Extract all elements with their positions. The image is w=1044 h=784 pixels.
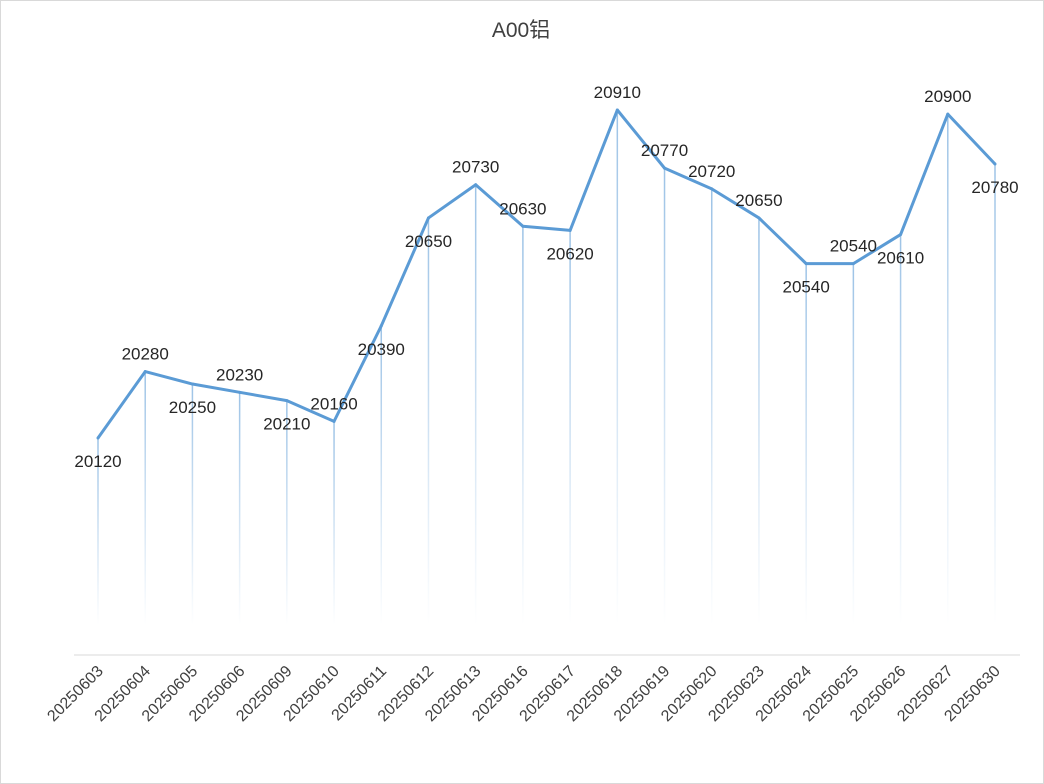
data-label: 20910 xyxy=(594,83,641,102)
drop-line xyxy=(616,110,619,625)
data-point xyxy=(332,419,336,423)
data-point xyxy=(426,216,430,220)
drop-line xyxy=(947,114,949,626)
data-point xyxy=(190,382,194,386)
data-point xyxy=(851,262,855,266)
drop-line xyxy=(191,384,194,625)
drop-line xyxy=(663,168,666,625)
drop-line xyxy=(286,400,288,625)
data-label: 20280 xyxy=(122,345,169,364)
data-label: 20650 xyxy=(735,191,782,210)
chart-title: A00铝 xyxy=(492,19,550,42)
data-label: 20630 xyxy=(499,199,546,218)
data-label: 20250 xyxy=(169,398,216,417)
data-point xyxy=(757,216,761,220)
data-point xyxy=(285,399,289,403)
data-label: 20780 xyxy=(971,178,1018,197)
drop-line xyxy=(380,325,383,625)
drop-line xyxy=(994,163,996,625)
data-label: 20230 xyxy=(216,365,263,384)
drop-line xyxy=(710,188,713,625)
drop-line xyxy=(758,217,760,625)
data-point xyxy=(521,224,525,228)
data-point xyxy=(474,183,478,187)
data-label: 20720 xyxy=(688,162,735,181)
data-point xyxy=(379,324,383,328)
drop-line xyxy=(333,421,335,625)
data-point xyxy=(238,390,242,394)
data-label: 20900 xyxy=(924,87,971,106)
data-point xyxy=(143,370,147,374)
series-line xyxy=(96,108,997,439)
data-point xyxy=(568,228,572,232)
data-label: 20650 xyxy=(405,232,452,251)
data-point xyxy=(710,187,714,191)
data-label: 20390 xyxy=(358,340,405,359)
data-label: 20120 xyxy=(74,452,121,471)
drop-line xyxy=(144,371,146,625)
drop-line xyxy=(899,234,902,625)
data-point xyxy=(663,166,667,170)
data-label: 20540 xyxy=(830,237,877,256)
drop-line xyxy=(238,392,241,625)
data-point xyxy=(804,262,808,266)
drop-line xyxy=(569,230,571,625)
data-point xyxy=(96,436,100,440)
data-label: 20210 xyxy=(263,415,310,434)
drop-line xyxy=(522,226,524,625)
data-label: 20770 xyxy=(641,141,688,160)
data-point xyxy=(615,108,619,112)
data-label: 20610 xyxy=(877,249,924,268)
drop-line xyxy=(97,438,99,625)
drop-line xyxy=(852,263,855,625)
data-label: 20620 xyxy=(546,244,593,263)
data-point xyxy=(946,112,950,116)
data-label: 20160 xyxy=(310,394,357,413)
data-point xyxy=(899,233,903,237)
drop-line xyxy=(474,184,477,626)
drop-line xyxy=(805,263,807,625)
data-point xyxy=(993,162,997,166)
data-label: 20730 xyxy=(452,158,499,177)
drop-line xyxy=(427,217,430,625)
data-label: 20540 xyxy=(783,278,830,297)
